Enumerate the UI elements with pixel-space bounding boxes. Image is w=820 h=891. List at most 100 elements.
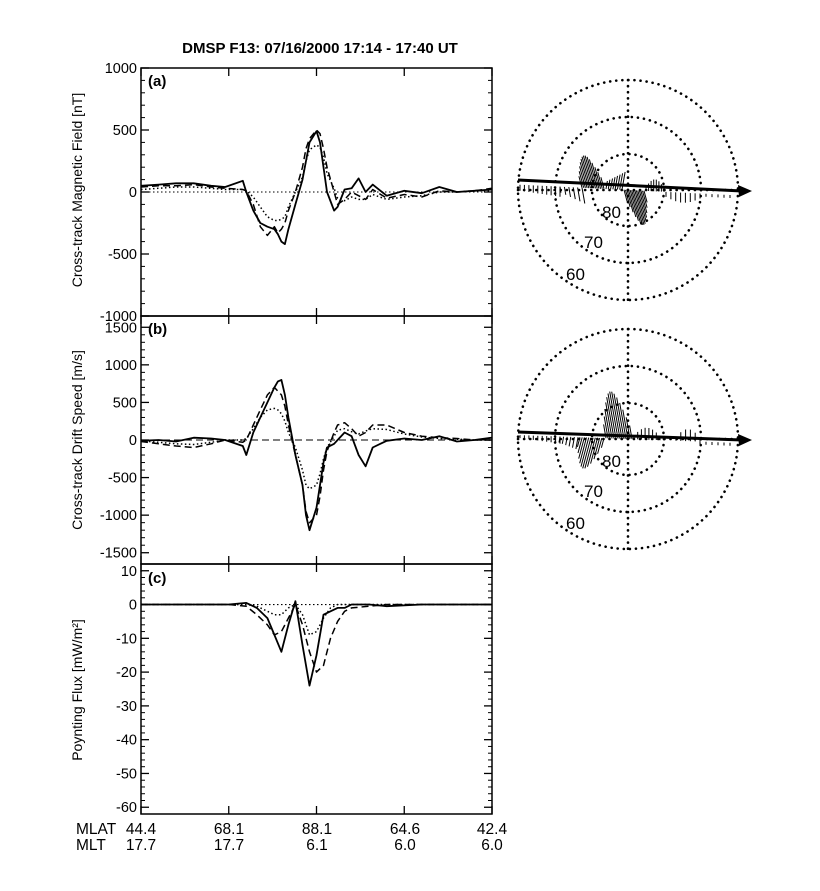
vector bbox=[619, 173, 624, 190]
vector bbox=[642, 190, 648, 208]
y-tick-label: 500 bbox=[113, 123, 137, 139]
vector bbox=[626, 189, 634, 213]
series-dashed bbox=[140, 129, 493, 237]
vector bbox=[565, 436, 568, 446]
polar-a-label-70: 70 bbox=[584, 233, 603, 252]
vector bbox=[558, 436, 561, 443]
y-tick-label: 0 bbox=[129, 185, 137, 201]
vector bbox=[597, 437, 603, 454]
series-solid bbox=[141, 600, 492, 687]
vector bbox=[604, 408, 611, 439]
vector bbox=[597, 171, 603, 189]
vector bbox=[568, 187, 571, 197]
y-tick-label: 1000 bbox=[105, 61, 137, 77]
vector bbox=[623, 189, 628, 202]
vector bbox=[579, 437, 587, 464]
mlat-value: 42.4 bbox=[477, 821, 508, 838]
panel-a-ticks: 1000 500 0 -500 -1000 bbox=[100, 61, 493, 325]
y-tick-label: -10 bbox=[116, 631, 137, 647]
panel-b-series bbox=[140, 378, 493, 532]
vector bbox=[587, 437, 596, 467]
polar-b-label-70: 70 bbox=[584, 482, 603, 501]
y-tick-label: 0 bbox=[129, 598, 137, 614]
vector bbox=[580, 437, 590, 467]
vector bbox=[631, 190, 642, 224]
vector bbox=[635, 190, 646, 224]
series-dashed bbox=[140, 386, 492, 524]
panel-b-ticks: 1500 1000 500 0 -500 -1000 -1500 bbox=[100, 316, 493, 564]
vector bbox=[640, 190, 648, 214]
vector bbox=[561, 436, 565, 444]
panel-c-frame bbox=[140, 563, 493, 815]
panel-a: 1000 500 0 -500 -1000 (a) Cross-track Magnet… bbox=[69, 61, 493, 325]
vector bbox=[578, 171, 585, 188]
y-tick-label: 1500 bbox=[105, 320, 137, 336]
vector bbox=[600, 437, 605, 448]
vector bbox=[607, 393, 617, 439]
vector bbox=[619, 402, 627, 439]
panel-b-ylabel: Cross-track Drift Speed [m/s] bbox=[69, 350, 85, 530]
vector bbox=[643, 190, 648, 203]
vector bbox=[629, 189, 639, 221]
series-dotted bbox=[141, 603, 492, 636]
vector bbox=[614, 175, 618, 190]
vector bbox=[613, 393, 623, 439]
y-tick-label: -20 bbox=[116, 665, 137, 681]
polar-a-track bbox=[517, 178, 743, 193]
vector bbox=[572, 187, 576, 200]
vector bbox=[634, 190, 645, 226]
series-solid bbox=[140, 378, 493, 532]
panel-c: 10 0 -10 -20 -30 -40 -50 -60 (c) Poynting Flux … bbox=[69, 563, 493, 816]
polar-a-label-60: 60 bbox=[566, 265, 585, 284]
mlt-value: 17.7 bbox=[214, 837, 244, 854]
vector bbox=[622, 409, 629, 440]
vector bbox=[625, 189, 631, 208]
vector bbox=[575, 437, 579, 450]
panel-c-label: (c) bbox=[148, 570, 166, 587]
vector bbox=[582, 437, 592, 469]
vector bbox=[611, 391, 621, 439]
vector bbox=[577, 187, 581, 202]
polar-inset-a: 80 70 60 bbox=[516, 78, 752, 302]
vector bbox=[563, 186, 567, 195]
y-tick-label: -30 bbox=[116, 699, 137, 715]
vector bbox=[577, 437, 583, 454]
y-tick-label: 500 bbox=[113, 395, 137, 411]
vector bbox=[616, 397, 625, 439]
vector bbox=[621, 171, 626, 190]
mlt-values: 17.7 17.7 6.1 6.0 6.0 bbox=[126, 837, 503, 854]
y-tick-label: -500 bbox=[108, 471, 137, 487]
panel-a-series bbox=[140, 129, 493, 246]
vector bbox=[559, 186, 562, 193]
y-tick-label: -1000 bbox=[100, 309, 137, 325]
series-dotted bbox=[140, 407, 492, 490]
vector bbox=[584, 437, 594, 469]
mlt-value: 6.1 bbox=[306, 837, 328, 854]
polar-a-vectors bbox=[519, 155, 731, 226]
panel-c-ylabel: Poynting Flux [mW/m²] bbox=[69, 619, 85, 761]
vector bbox=[637, 190, 647, 222]
series-solid bbox=[140, 130, 493, 246]
vector bbox=[638, 190, 648, 218]
panel-c-series bbox=[141, 600, 492, 687]
mlt-value: 6.0 bbox=[481, 837, 503, 854]
series-dashed bbox=[141, 603, 492, 673]
x-axis-labels: MLAT MLT 44.4 68.1 88.1 64.6 42.4 17.7 17.7 6.… bbox=[76, 821, 507, 854]
panel-a-ylabel: Cross-track Magnetic Field [nT] bbox=[69, 93, 85, 288]
panel-a-label: (a) bbox=[148, 73, 166, 90]
mlat-value: 68.1 bbox=[214, 821, 244, 838]
vector bbox=[568, 436, 572, 447]
y-tick-label: 0 bbox=[129, 433, 137, 449]
y-tick-label: -500 bbox=[108, 247, 137, 263]
polar-b-track bbox=[517, 430, 743, 442]
vector bbox=[605, 402, 613, 439]
figure-title: DMSP F13: 07/16/2000 17:14 - 17:40 UT bbox=[182, 40, 458, 57]
vector bbox=[572, 437, 575, 448]
mlat-row-label: MLAT bbox=[76, 821, 117, 838]
panel-b: 1500 1000 500 0 -500 -1000 -1500 (b) Cross-tra… bbox=[69, 315, 493, 565]
y-tick-label: -60 bbox=[116, 800, 137, 816]
polar-inset-b: 80 70 60 bbox=[516, 327, 752, 551]
y-tick-label: 1000 bbox=[105, 358, 137, 374]
vector bbox=[628, 189, 637, 218]
